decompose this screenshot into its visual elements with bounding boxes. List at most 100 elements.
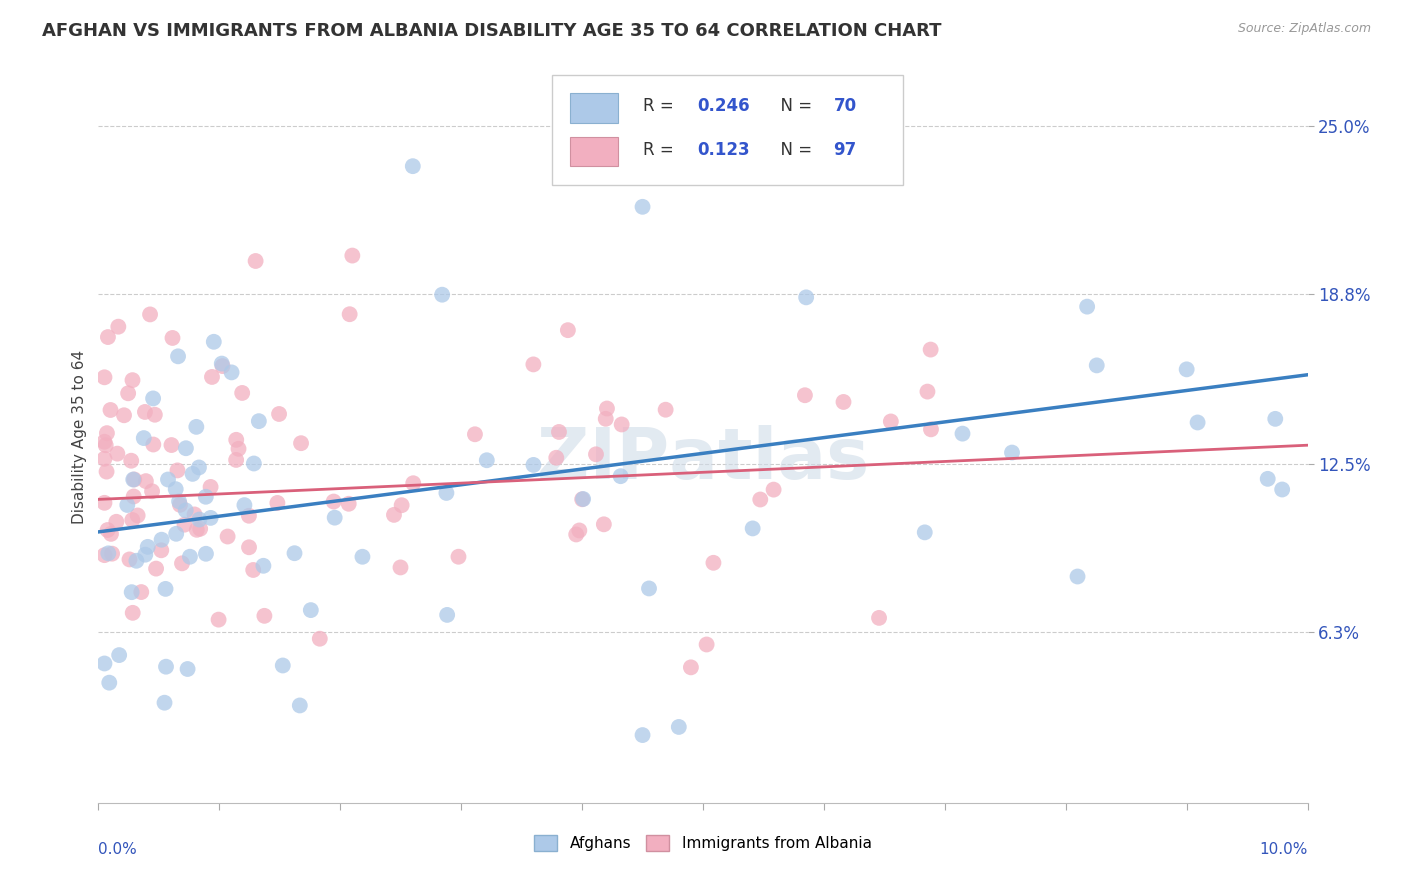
Point xyxy=(793,388,815,402)
Point xyxy=(762,483,785,497)
Point xyxy=(1271,483,1294,497)
Text: Source: ZipAtlas.com: Source: ZipAtlas.com xyxy=(1237,22,1371,36)
Point xyxy=(283,546,305,560)
Point xyxy=(572,491,595,506)
Point xyxy=(121,373,143,387)
Point xyxy=(464,427,486,442)
Point xyxy=(1187,416,1209,430)
Point xyxy=(794,290,817,304)
Point xyxy=(174,503,197,517)
Point xyxy=(252,558,274,573)
Point xyxy=(93,434,115,449)
Point xyxy=(107,319,129,334)
Point xyxy=(136,540,159,554)
Point xyxy=(93,496,115,510)
Point xyxy=(402,159,425,173)
Point xyxy=(105,515,128,529)
Point xyxy=(352,549,374,564)
Point xyxy=(610,417,633,432)
Point xyxy=(194,547,217,561)
Point xyxy=(696,638,718,652)
Point xyxy=(337,497,360,511)
Point xyxy=(142,437,165,451)
Point xyxy=(702,556,724,570)
Point xyxy=(225,453,247,467)
Text: R =: R = xyxy=(643,141,679,160)
Text: R =: R = xyxy=(643,97,679,115)
Text: 0.0%: 0.0% xyxy=(98,842,138,856)
Point xyxy=(173,517,195,532)
Point xyxy=(299,603,322,617)
Point xyxy=(217,529,239,543)
Point xyxy=(200,480,222,494)
Point xyxy=(155,659,177,673)
Point xyxy=(150,543,173,558)
Point xyxy=(139,307,162,321)
Text: N =: N = xyxy=(769,97,817,115)
Point xyxy=(211,357,233,371)
Point xyxy=(129,585,152,599)
Point xyxy=(267,407,290,421)
Point xyxy=(548,425,571,439)
Point xyxy=(238,541,260,555)
Point xyxy=(342,249,364,263)
Point xyxy=(100,403,122,417)
Point xyxy=(122,473,145,487)
Point xyxy=(150,533,173,547)
Point xyxy=(568,524,591,538)
Point xyxy=(391,498,413,512)
Point xyxy=(97,330,120,344)
Point xyxy=(93,451,115,466)
Point xyxy=(121,513,143,527)
Point xyxy=(522,358,544,372)
Point xyxy=(145,561,167,575)
Point xyxy=(242,563,264,577)
Point xyxy=(141,484,163,499)
Point xyxy=(917,384,939,399)
Point xyxy=(134,405,156,419)
Point xyxy=(105,447,128,461)
Point xyxy=(200,511,222,525)
Point xyxy=(188,522,211,536)
Point xyxy=(430,287,453,301)
Text: AFGHAN VS IMMIGRANTS FROM ALBANIA DISABILITY AGE 35 TO 64 CORRELATION CHART: AFGHAN VS IMMIGRANTS FROM ALBANIA DISABI… xyxy=(42,22,942,40)
Point xyxy=(1076,300,1098,314)
Point xyxy=(186,420,208,434)
Text: 0.246: 0.246 xyxy=(697,97,749,115)
Point xyxy=(160,438,183,452)
Point xyxy=(522,458,544,472)
Point xyxy=(389,560,412,574)
Point xyxy=(679,660,702,674)
Point xyxy=(475,453,498,467)
Point xyxy=(170,557,193,571)
Point xyxy=(308,632,330,646)
Point xyxy=(181,467,204,481)
Point xyxy=(436,486,458,500)
Point xyxy=(243,457,266,471)
Bar xyxy=(569,94,619,122)
Point xyxy=(117,386,139,401)
Point xyxy=(122,473,145,487)
Point xyxy=(156,473,179,487)
Point xyxy=(179,549,201,564)
Point xyxy=(952,426,974,441)
Point xyxy=(1085,359,1108,373)
Point xyxy=(402,476,425,491)
Text: 10.0%: 10.0% xyxy=(1260,842,1308,856)
Point xyxy=(96,523,118,537)
Point xyxy=(1257,472,1279,486)
Point xyxy=(188,512,211,526)
Point xyxy=(125,554,148,568)
Point xyxy=(288,698,311,713)
Point xyxy=(132,431,155,445)
Point xyxy=(638,582,661,596)
Point xyxy=(228,442,250,456)
Point xyxy=(96,426,118,441)
Point xyxy=(93,657,115,671)
Point xyxy=(654,402,676,417)
Point xyxy=(142,392,165,406)
Point xyxy=(93,370,115,384)
Point xyxy=(127,508,149,523)
Point xyxy=(143,408,166,422)
Point xyxy=(153,696,176,710)
